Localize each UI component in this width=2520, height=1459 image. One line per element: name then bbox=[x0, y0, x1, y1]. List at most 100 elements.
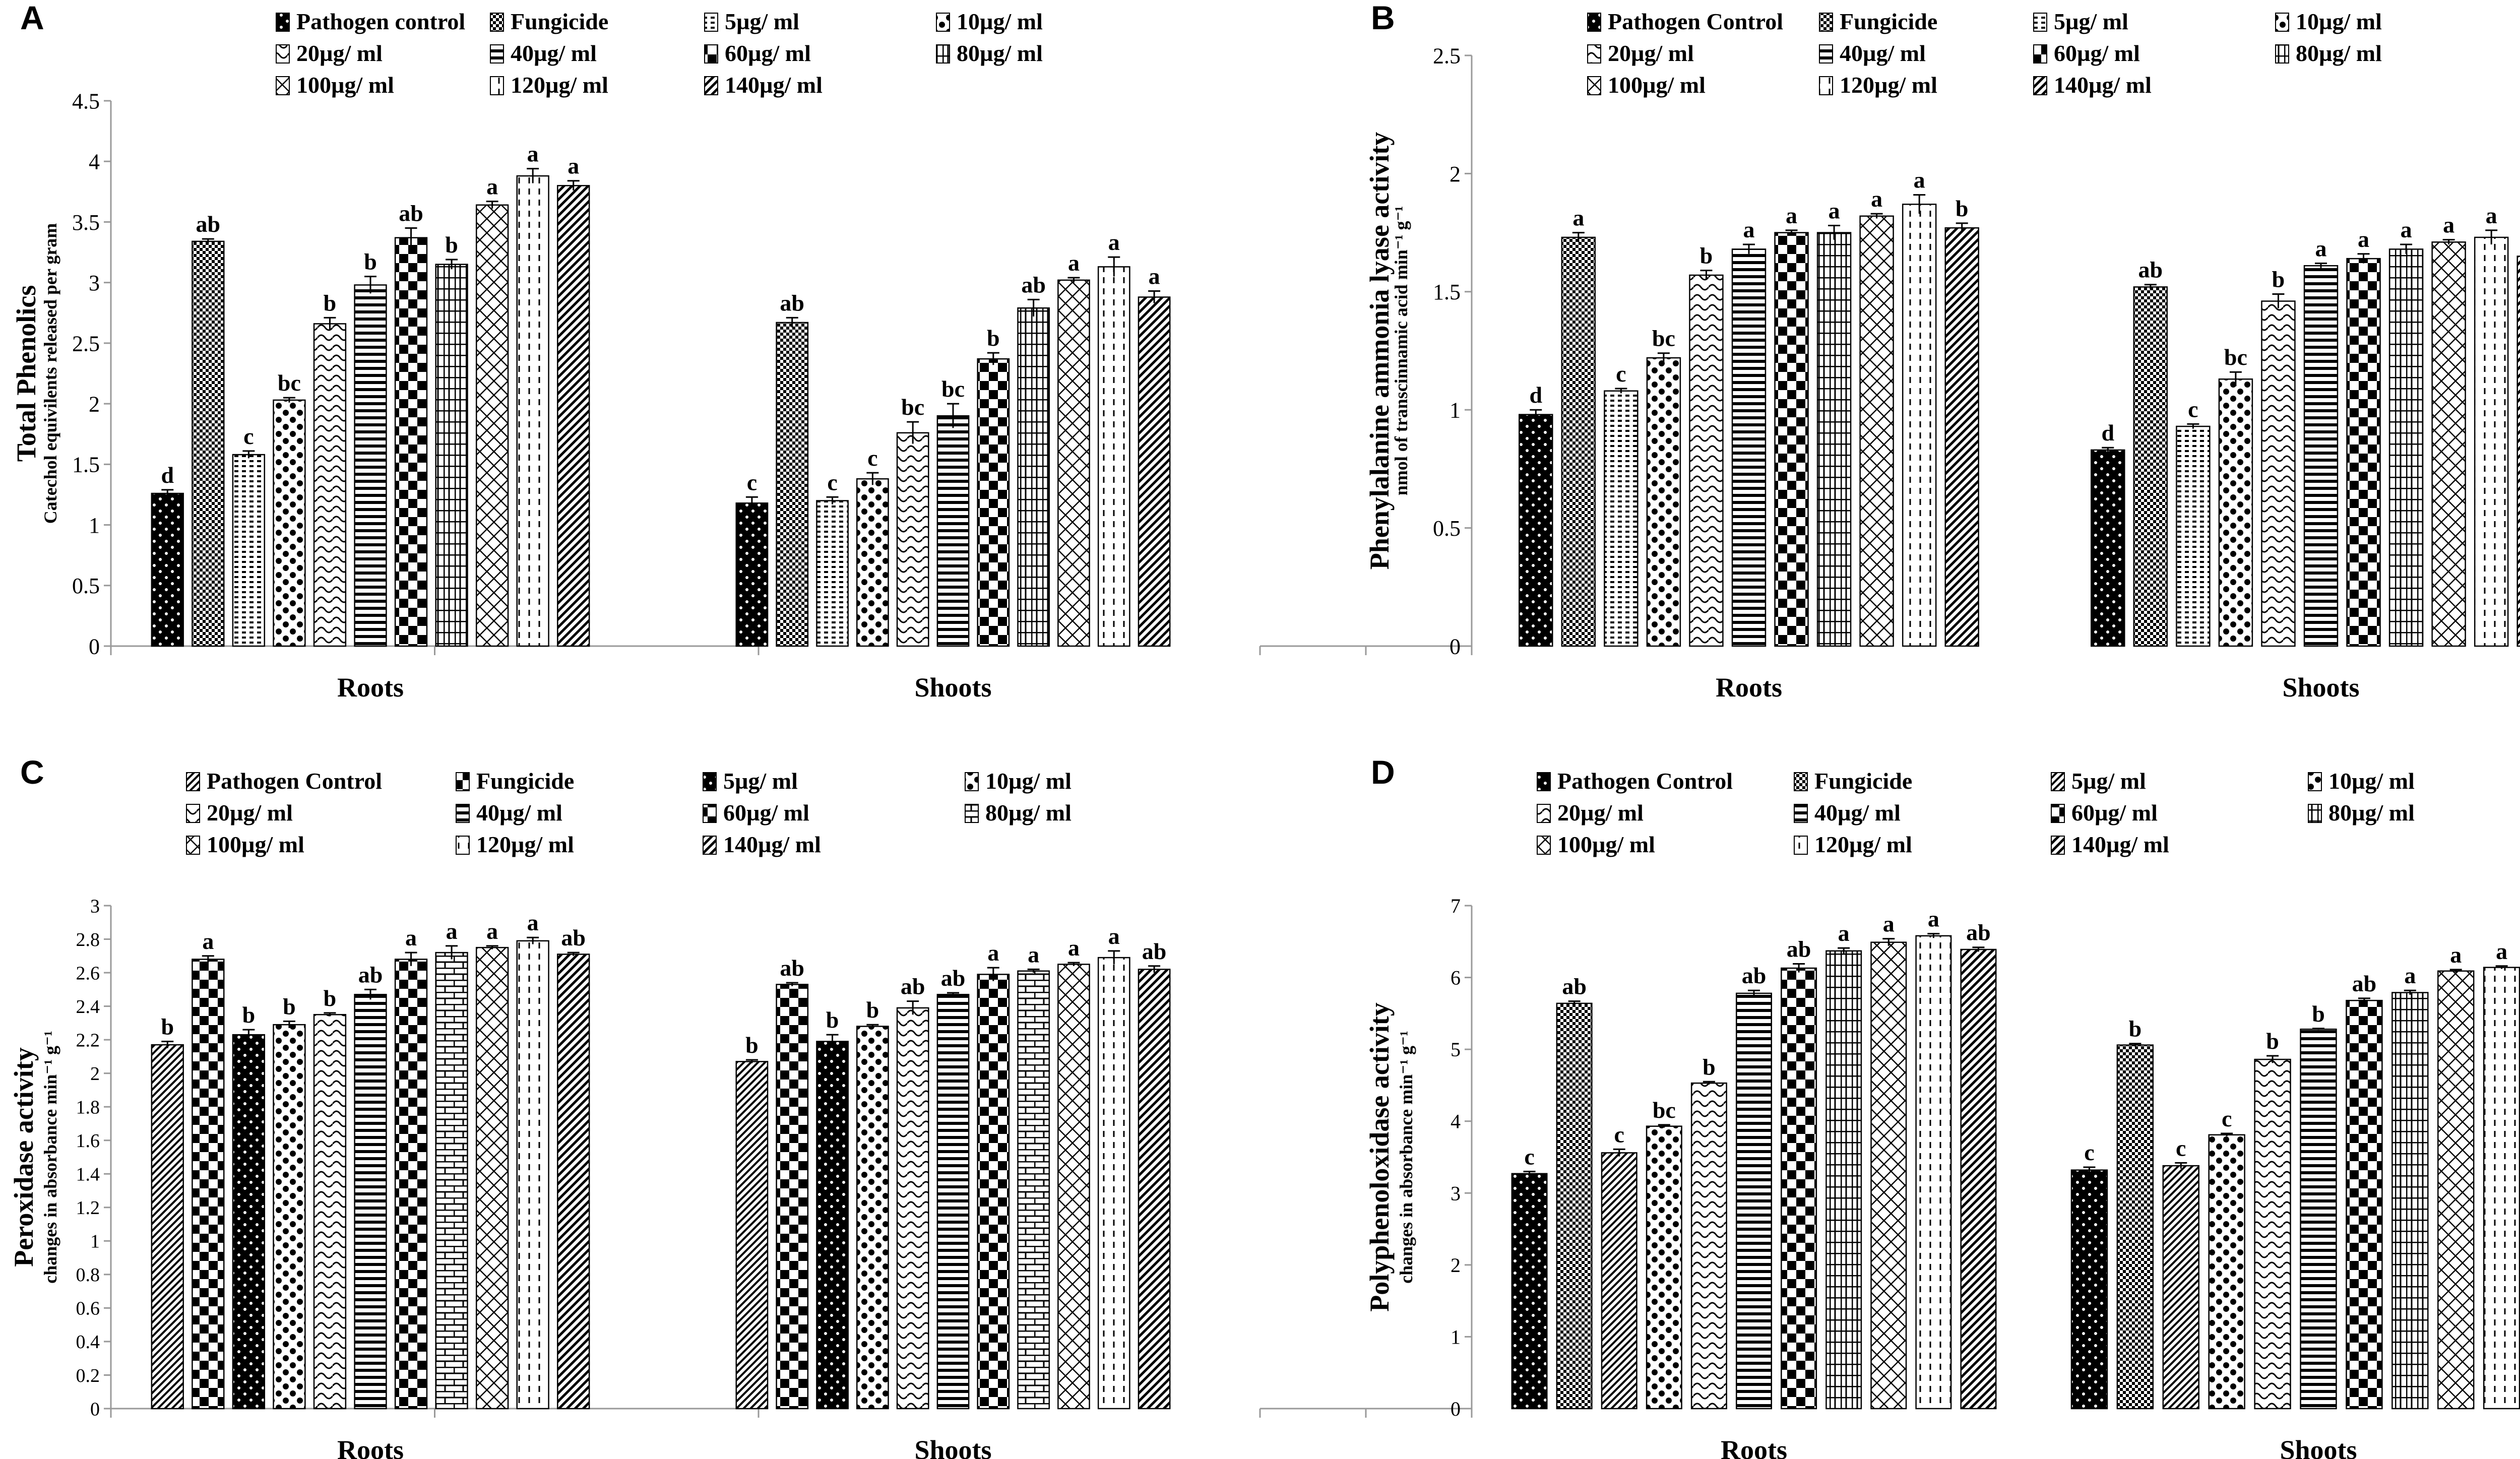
legend-swatch bbox=[2051, 836, 2065, 855]
y-axis-subtitle: Catechol equivilents released per gram bbox=[40, 223, 60, 524]
legend-label: 80µg/ ml bbox=[957, 40, 1043, 66]
y-tick-label: 0.5 bbox=[1433, 516, 1461, 541]
legend-swatch bbox=[186, 836, 200, 855]
bar bbox=[856, 1026, 889, 1410]
bar bbox=[2388, 248, 2424, 647]
bar bbox=[232, 454, 266, 647]
legend-swatch bbox=[704, 13, 718, 32]
significance-label: ab bbox=[2352, 971, 2377, 996]
y-tick-label: 2.5 bbox=[72, 331, 100, 356]
category-label: Shoots bbox=[2280, 1435, 2357, 1459]
y-tick-label: 0.4 bbox=[76, 1331, 100, 1353]
y-axis-title: Total Phenolics bbox=[11, 285, 41, 462]
bar bbox=[1097, 957, 1130, 1410]
legend: Pathogen control Fungicide 5µg/ ml 10µg/ ml… bbox=[276, 9, 1043, 98]
legend-swatch bbox=[276, 13, 290, 32]
legend: Pathogen Control Fungicide 5µg/ ml 10µg/ ml… bbox=[1537, 768, 2415, 857]
bar bbox=[977, 358, 1010, 647]
significance-label: c bbox=[2176, 1135, 2186, 1161]
legend-label: 140µg/ ml bbox=[723, 832, 821, 857]
legend-swatch bbox=[704, 76, 718, 95]
significance-label: b bbox=[242, 1002, 256, 1028]
legend-label: 80µg/ ml bbox=[985, 800, 1072, 826]
legend-label: 100µg/ ml bbox=[207, 832, 304, 857]
significance-label: ab bbox=[1142, 938, 1167, 964]
y-tick-label: 4.5 bbox=[72, 89, 100, 113]
legend-label: Fungicide bbox=[476, 768, 574, 794]
legend-label: 10µg/ ml bbox=[957, 9, 1043, 34]
legend: Pathogen Control Fungicide 5µg/ ml 10µg/ ml… bbox=[1587, 9, 2382, 98]
legend-label: 120µg/ ml bbox=[511, 72, 608, 98]
legend-swatch bbox=[2308, 772, 2322, 791]
significance-label: b bbox=[1703, 1054, 1716, 1080]
bar bbox=[1604, 390, 1639, 647]
legend-label: 80µg/ ml bbox=[2328, 800, 2415, 826]
significance-label: b bbox=[2272, 266, 2285, 292]
bar bbox=[2254, 1058, 2291, 1410]
significance-label: a bbox=[2315, 236, 2327, 262]
y-axis-title: Phenylalanine ammonia lyase activity bbox=[1364, 132, 1395, 569]
legend-label: 60µg/ ml bbox=[2071, 800, 2158, 826]
y-tick-label: 3 bbox=[1451, 1182, 1461, 1204]
panel-letter: A bbox=[20, 0, 44, 36]
bar bbox=[776, 322, 809, 647]
y-tick-label: 1.5 bbox=[72, 453, 100, 477]
y-tick-label: 5 bbox=[1451, 1038, 1461, 1061]
bar bbox=[2208, 1134, 2245, 1410]
bar bbox=[435, 951, 468, 1410]
legend-swatch bbox=[1819, 13, 1833, 32]
legend-label: 120µg/ ml bbox=[1840, 72, 1937, 98]
bar bbox=[435, 264, 468, 647]
legend-swatch bbox=[276, 44, 290, 64]
legend-swatch bbox=[703, 804, 717, 823]
significance-label: a bbox=[2401, 217, 2412, 242]
bar bbox=[936, 415, 970, 647]
category-label: Roots bbox=[1716, 672, 1782, 703]
significance-label: a bbox=[2486, 203, 2497, 228]
legend-swatch bbox=[456, 836, 470, 855]
bar bbox=[2391, 992, 2429, 1410]
y-tick-label: 1.2 bbox=[76, 1197, 100, 1219]
bar bbox=[1561, 236, 1596, 647]
legend-swatch bbox=[1794, 804, 1808, 823]
bar bbox=[1870, 941, 1907, 1410]
bar bbox=[2133, 286, 2168, 647]
legend-swatch bbox=[1794, 836, 1808, 855]
legend-swatch bbox=[490, 76, 504, 95]
legend-label: 100µg/ ml bbox=[296, 72, 394, 98]
legend-label: 60µg/ ml bbox=[2054, 40, 2140, 66]
y-tick-label: 3.5 bbox=[72, 210, 100, 235]
category-label: Roots bbox=[1721, 1435, 1787, 1459]
legend-label: 20µg/ ml bbox=[296, 40, 383, 66]
y-tick-label: 1.8 bbox=[76, 1097, 100, 1118]
bar bbox=[394, 959, 428, 1410]
legend-label: 100µg/ ml bbox=[1557, 832, 1655, 857]
legend-swatch bbox=[936, 44, 950, 64]
significance-label: ab bbox=[1966, 920, 1991, 945]
y-tick-label: 2.6 bbox=[76, 963, 100, 984]
bar bbox=[2176, 425, 2211, 647]
bar bbox=[896, 432, 929, 647]
significance-label: a bbox=[486, 174, 498, 200]
significance-label: d bbox=[2101, 420, 2114, 446]
significance-label: ab bbox=[780, 290, 804, 315]
y-tick-label: 1.5 bbox=[1433, 280, 1461, 304]
bar bbox=[2300, 1028, 2337, 1410]
panel-letter: B bbox=[1371, 0, 1395, 36]
legend-label: 10µg/ ml bbox=[2296, 9, 2382, 34]
legend-label: 120µg/ ml bbox=[476, 832, 574, 857]
legend-swatch bbox=[186, 804, 200, 823]
significance-label: a bbox=[1914, 167, 1925, 193]
legend-swatch bbox=[936, 13, 950, 32]
significance-label: bc bbox=[2224, 344, 2247, 370]
category-label: Roots bbox=[337, 672, 404, 703]
chart-panel-b: B 0 0.5 1 1.5 2 2.5 Phenylalanine ammonia lyase… bbox=[1259, 0, 2520, 703]
significance-label: c bbox=[2222, 1106, 2232, 1131]
legend-swatch bbox=[2051, 772, 2065, 791]
significance-label: a bbox=[1743, 217, 1755, 242]
significance-label: c bbox=[1616, 361, 1626, 387]
chart-panel-c: C 0 0.2 0.4 0.6 0.8 1 1.2 1.4 1.6 1.8 2 2.2 2.4 2.6 2.8… bbox=[9, 753, 1171, 1459]
panel-letter: D bbox=[1371, 753, 1395, 791]
y-tick-label: 0 bbox=[89, 634, 100, 659]
significance-label: b bbox=[2129, 1016, 2142, 1042]
